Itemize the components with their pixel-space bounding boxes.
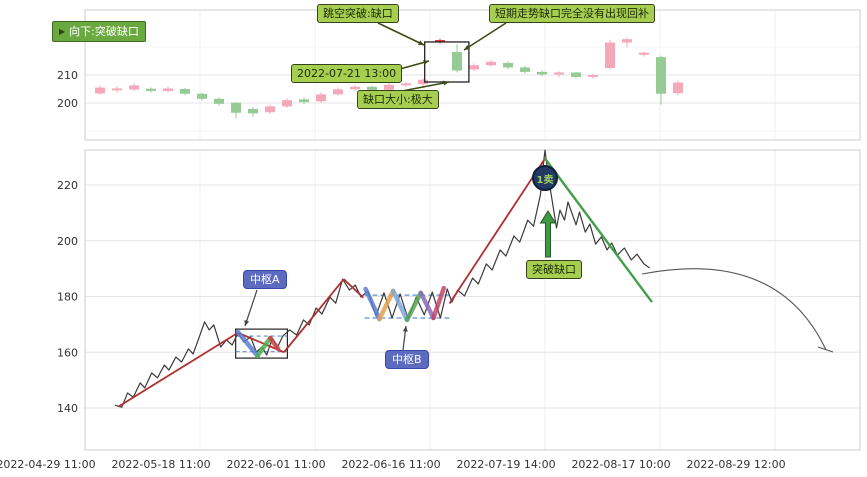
gap-highlight-box [424,41,470,83]
svg-text:2022-06-01 11:00: 2022-06-01 11:00 [226,458,325,471]
svg-text:2022-06-16 11:00: 2022-06-16 11:00 [341,458,440,471]
top-panel-border [84,9,861,141]
gap-size-note[interactable]: 缺口大小:极大 [357,90,439,109]
svg-text:180: 180 [57,291,78,304]
gap-direction-label: 向下:突破缺口 [69,25,139,38]
gap-breakout-note[interactable]: 跳空突破:缺口 [317,4,399,23]
gap-datetime-note[interactable]: 2022-07-21 13:00 [291,64,403,83]
breakout-gap-label[interactable]: 突破缺口 [526,260,582,279]
svg-text:2022-07-19 14:00: 2022-07-19 14:00 [456,458,555,471]
svg-text:140: 140 [57,402,78,415]
svg-text:220: 220 [57,179,78,192]
arrow-right-icon: ▶ [59,26,66,36]
gap-direction-tag[interactable]: ▶ 向下:突破缺口 [52,21,146,42]
breakout-gap-arrow [539,210,557,258]
sell-point-badge[interactable]: 1卖 [532,165,558,191]
projection-arc [641,268,827,351]
svg-text:200: 200 [57,97,78,110]
gap-not-filled-note[interactable]: 短期走势缺口完全没有出现回补 [489,4,655,23]
pivot-a-box [235,328,288,359]
svg-text:2022-08-17 10:00: 2022-08-17 10:00 [571,458,670,471]
svg-text:160: 160 [57,346,78,359]
pivot-b-label[interactable]: 中枢B [385,350,429,369]
svg-text:200: 200 [57,235,78,248]
svg-text:2022-04-29 11:00: 2022-04-29 11:00 [0,458,96,471]
pivot-a-label[interactable]: 中枢A [243,270,287,289]
bottom-panel-border [84,149,861,451]
svg-text:2022-08-29 12:00: 2022-08-29 12:00 [686,458,785,471]
svg-text:2022-05-18 11:00: 2022-05-18 11:00 [111,458,210,471]
svg-text:210: 210 [57,69,78,82]
